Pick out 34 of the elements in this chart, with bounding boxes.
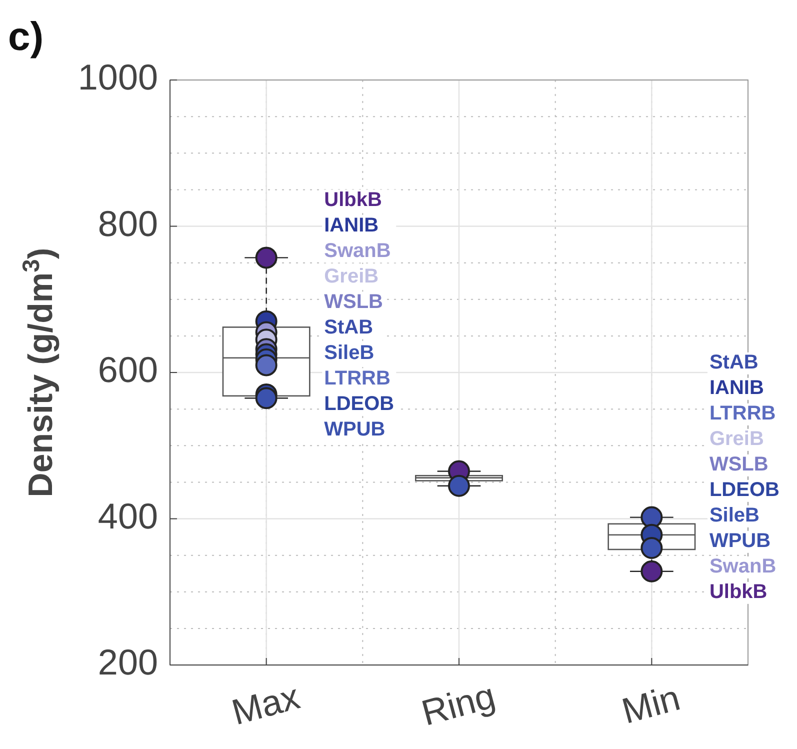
x-tick-label: Max: [227, 676, 304, 733]
text: LDEOB: [709, 479, 780, 502]
text: IANIB: [324, 214, 379, 236]
y-tick-label: 800: [98, 202, 158, 244]
text: SwanB: [324, 240, 391, 262]
text: UlbkB: [709, 581, 768, 604]
text: UlbkB: [324, 188, 382, 211]
y-tick-label: 600: [98, 349, 158, 390]
text: WSLB: [709, 454, 768, 476]
text: SwanB: [709, 556, 776, 578]
text: StAB: [709, 352, 758, 374]
text: StAB: [324, 316, 374, 338]
text: LDEOB: [324, 392, 394, 415]
chart-title: c): [8, 15, 44, 59]
text: IANIB: [709, 377, 764, 400]
point: [255, 387, 278, 410]
point: [640, 506, 663, 528]
text: WSLB: [324, 290, 384, 313]
x-tick-label: Min: [618, 676, 684, 732]
text: SileB: [324, 342, 374, 364]
text: LTRRB: [709, 402, 776, 425]
y-tick-label: 200: [98, 642, 158, 683]
text: GreiB: [709, 428, 764, 450]
y-tick-label: 400: [98, 495, 158, 536]
point: [448, 474, 470, 497]
text: GreiB: [324, 265, 379, 288]
x-tick-label: Ring: [417, 674, 500, 734]
text: LTRRB: [324, 367, 390, 390]
point: [255, 246, 278, 269]
text: SileB: [709, 504, 760, 527]
point: [640, 560, 663, 582]
text: WPUB: [709, 530, 771, 552]
y-tick-label: 1000: [78, 56, 158, 98]
text: WPUB: [324, 418, 386, 440]
